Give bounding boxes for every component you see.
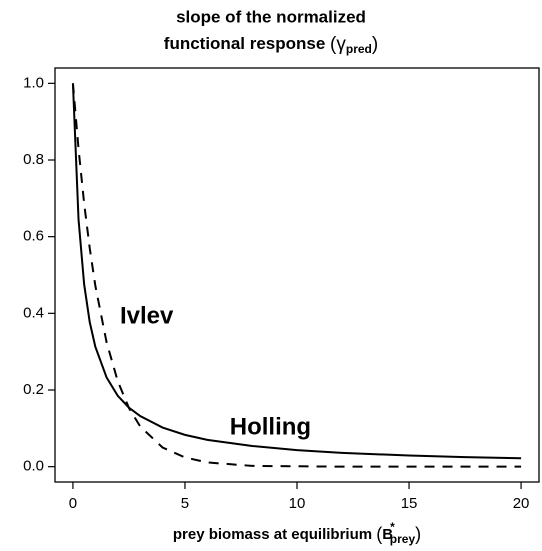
title-math: ) bbox=[372, 34, 378, 55]
title-math: γ bbox=[336, 34, 346, 55]
x-axis-label: prey biomass at equilibrium (B* prey) bbox=[173, 520, 421, 546]
y-tick-label: 0.0 bbox=[23, 458, 44, 475]
chart-title: functional response (γpred) bbox=[164, 34, 378, 56]
y-tick-label: 0.2 bbox=[23, 381, 44, 398]
annotation: Holling bbox=[230, 414, 311, 441]
series-line bbox=[71, 83, 522, 460]
x-label-math: B bbox=[382, 526, 393, 543]
y-tick-label: 0.6 bbox=[23, 228, 44, 245]
x-tick-label: 15 bbox=[401, 495, 418, 512]
title-math: ( bbox=[330, 34, 337, 55]
series-line bbox=[71, 83, 522, 468]
x-tick-label: 0 bbox=[69, 495, 77, 512]
x-label-math: * bbox=[390, 520, 395, 534]
y-tick-label: 0.8 bbox=[23, 151, 44, 168]
x-label-math: prey bbox=[390, 532, 416, 546]
y-tick-label: 1.0 bbox=[23, 74, 44, 91]
x-label-math: ) bbox=[415, 524, 421, 544]
x-tick-label: 10 bbox=[289, 495, 306, 512]
x-tick-label: 20 bbox=[513, 495, 530, 512]
x-tick-label: 5 bbox=[181, 495, 189, 512]
chart-title: functional response bbox=[164, 34, 326, 53]
chart-title: slope of the normalized bbox=[176, 7, 366, 26]
x-label-math: ( bbox=[376, 524, 382, 544]
annotation: Ivlev bbox=[120, 303, 174, 330]
y-tick-label: 0.4 bbox=[23, 304, 44, 321]
x-axis-label: prey biomass at equilibrium bbox=[173, 526, 372, 543]
title-math: pred bbox=[346, 42, 372, 56]
